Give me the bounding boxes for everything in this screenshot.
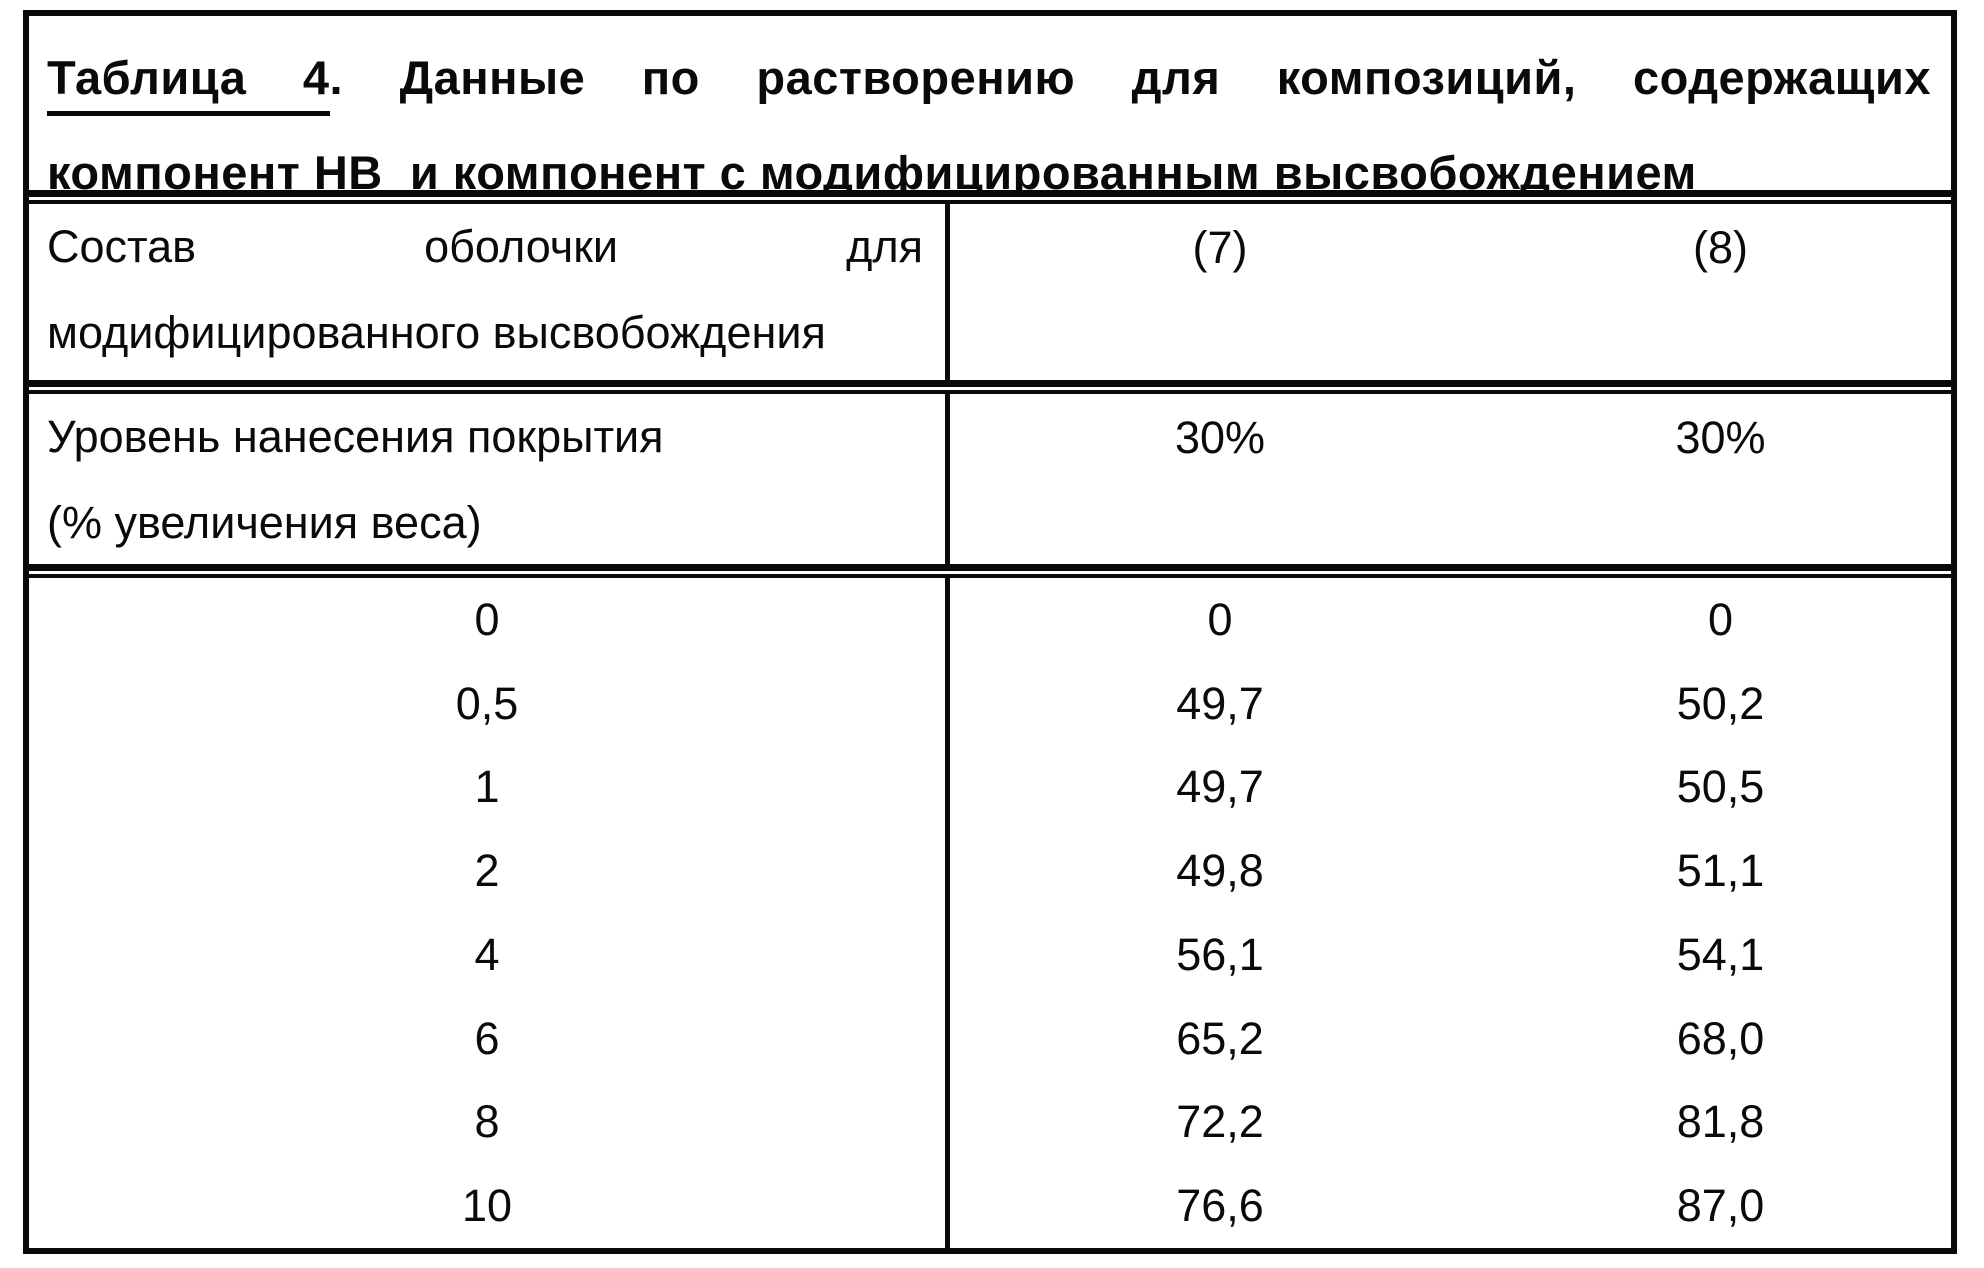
- coating-level-label-line1: Уровень нанесения покрытия: [47, 411, 664, 462]
- table-title-text: . Данные по растворению для композиций, …: [329, 51, 1931, 104]
- col7-value-cell: 76,6: [1176, 1180, 1264, 1232]
- column-8-header: (8): [1693, 222, 1748, 273]
- coating-level-row: Уровень нанесения покрытия (% увеличения…: [29, 394, 1951, 566]
- time-cell: 4: [29, 913, 950, 997]
- col8-value-cell: 54,1: [1676, 928, 1765, 980]
- time-cell: 0,5: [29, 661, 950, 746]
- col7-value-cell: 49,7: [1176, 677, 1264, 729]
- time-cell: 0: [29, 578, 950, 662]
- col8-value-cell: 81,8: [1676, 1096, 1765, 1148]
- table-row: 1 49,7 50,5: [29, 745, 1951, 830]
- coating-level-label-line2: (% увеличения веса): [47, 497, 482, 548]
- time-cell: 2: [29, 829, 950, 913]
- time-cell: 6: [29, 996, 950, 1081]
- col8-value-cell: 51,1: [1676, 845, 1765, 897]
- table-title-line1: Таблица 4. Данные по растворению для ком…: [47, 30, 1931, 125]
- table-row: 6 65,2 68,0: [29, 996, 1951, 1081]
- col8-value-cell: 50,5: [1676, 761, 1765, 813]
- table-row: 2 49,8 51,1: [29, 829, 1951, 913]
- composition-header-line2: модифицированного высвобождения: [47, 307, 826, 358]
- col7-value-cell: 0: [1207, 593, 1233, 645]
- data-section: 0 0 0 0,5 49,7 50,2 1 49,7 50,5 2 49,8 5…: [29, 578, 1951, 1248]
- table-row: 4 56,1 54,1: [29, 913, 1951, 997]
- double-rule-2: [29, 380, 1951, 394]
- col7-value-cell: 56,1: [1176, 928, 1264, 980]
- coating-level-label-cell: Уровень нанесения покрытия (% увеличения…: [29, 394, 950, 566]
- table-row: 10 76,6 87,0: [29, 1164, 1951, 1248]
- coating-level-value-7: 30%: [1174, 412, 1266, 463]
- table-row: 0,5 49,7 50,2: [29, 661, 1951, 746]
- double-rule-3: [29, 564, 1951, 578]
- col7-value-cell: 72,2: [1176, 1096, 1264, 1148]
- column-7-header: (7): [1192, 222, 1248, 273]
- table-number-label: Таблица 4: [47, 51, 330, 116]
- table-row: 0 0 0: [29, 578, 1951, 662]
- col8-value-cell: 87,0: [1676, 1180, 1765, 1232]
- col7-value-cell: 49,7: [1176, 761, 1264, 813]
- col7-value-cell: 65,2: [1176, 1012, 1264, 1064]
- header-row: Состав оболочки для модифицированного вы…: [29, 204, 1951, 380]
- time-cell: 8: [29, 1080, 950, 1165]
- col8-value-cell: 0: [1707, 593, 1734, 645]
- col7-value-cell: 49,8: [1176, 845, 1264, 897]
- col8-value-cell: 50,2: [1676, 677, 1765, 729]
- time-cell: 10: [29, 1164, 950, 1248]
- col8-value-cell: 68,0: [1676, 1012, 1765, 1064]
- table-4: Таблица 4. Данные по растворению для ком…: [23, 10, 1957, 1254]
- double-rule-1: [29, 190, 1951, 204]
- table-row: 8 72,2 81,8: [29, 1080, 1951, 1165]
- coating-level-value-8: 30%: [1675, 412, 1766, 463]
- composition-header-line1: Состав оболочки для: [47, 221, 923, 272]
- composition-header-cell: Состав оболочки для модифицированного вы…: [29, 204, 950, 380]
- table-title: Таблица 4. Данные по растворению для ком…: [29, 16, 1951, 199]
- time-cell: 1: [29, 745, 950, 830]
